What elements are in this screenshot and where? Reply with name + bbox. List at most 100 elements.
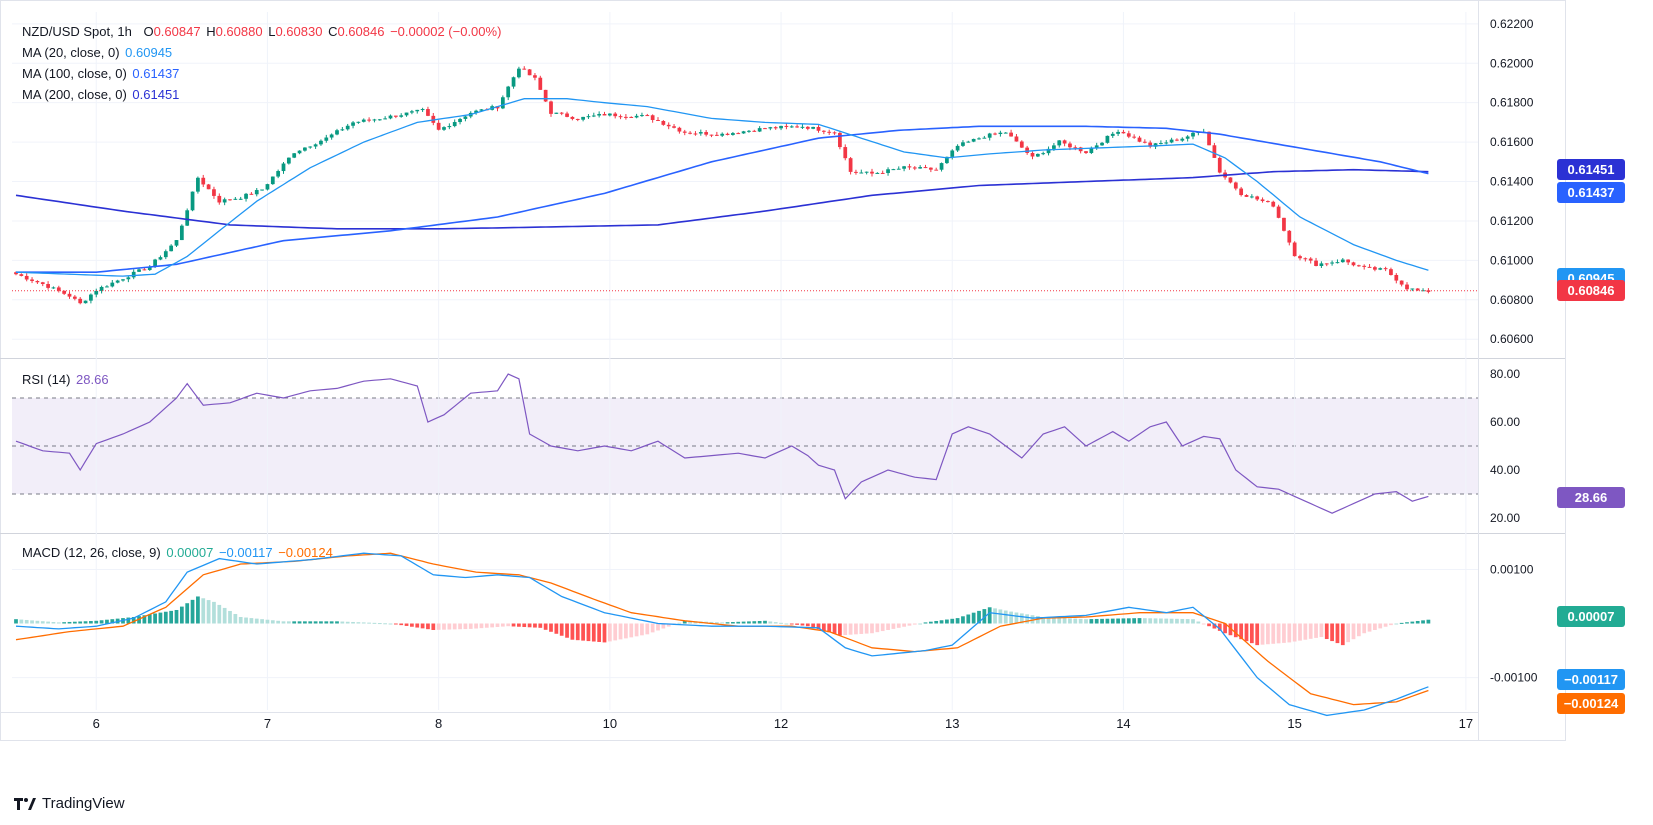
candle-body	[1271, 201, 1276, 207]
macd-legend: MACD (12, 26, close, 9) 0.00007 −0.00117…	[22, 545, 335, 560]
macd-hist-value: 0.00007	[166, 545, 214, 560]
candle-body	[506, 86, 511, 98]
macd-histogram-bar	[517, 623, 521, 627]
macd-histogram-bar	[201, 598, 206, 624]
price-tick-label: 0.62000	[1490, 56, 1534, 70]
macd-histogram-bar	[939, 620, 944, 624]
macd-histogram-bar	[870, 623, 874, 634]
macd-histogram-bar	[249, 618, 254, 624]
macd-histogram-bar	[196, 596, 200, 624]
macd-histogram-bar	[383, 623, 388, 625]
macd-histogram-bar	[602, 623, 607, 643]
macd-histogram-bar	[78, 621, 83, 624]
macd-histogram-bar	[260, 619, 264, 624]
candle-body	[447, 126, 452, 128]
macd-histogram-bar	[1405, 622, 1409, 624]
macd-histogram-bar	[1410, 621, 1415, 624]
candle-body	[1078, 147, 1083, 152]
macd-histogram-bar	[945, 619, 949, 624]
macd-histogram-bar	[645, 623, 650, 635]
macd-histogram-bar	[1223, 623, 1227, 634]
macd-histogram-bar	[442, 623, 446, 630]
macd-histogram-bar	[131, 617, 136, 624]
macd-histogram-bar	[795, 623, 799, 625]
macd-histogram-bar	[838, 623, 842, 636]
candle-body	[1030, 152, 1035, 157]
macd-histogram-bar	[1201, 623, 1206, 625]
macd-histogram-bar	[1239, 623, 1244, 640]
candle-body	[89, 294, 93, 301]
candle-body	[693, 133, 698, 135]
candle-body	[351, 122, 355, 126]
ma200-legend: MA (200, close, 0) 0.61451	[22, 87, 181, 102]
candle-body	[1052, 145, 1056, 149]
macd-histogram-bar	[779, 622, 783, 624]
candle-body	[1041, 153, 1046, 155]
macd-histogram-bar	[388, 623, 393, 625]
macd-signal-line	[15, 552, 1429, 706]
rsi-band	[12, 398, 1478, 494]
macd-histogram-bar	[1228, 623, 1233, 636]
price-tick-label: 0.61400	[1490, 175, 1534, 189]
candle-body	[1169, 139, 1174, 143]
candle-body	[645, 115, 650, 117]
candle-body	[276, 171, 281, 177]
macd-histogram-bar	[351, 621, 355, 624]
macd-histogram-bar	[1164, 618, 1169, 624]
macd-histogram-bar	[950, 618, 955, 624]
candle-body	[570, 116, 575, 119]
macd-histogram-bar	[982, 609, 987, 624]
candle-body	[142, 269, 147, 271]
macd-histogram-bar	[650, 623, 655, 633]
candle-body	[554, 112, 559, 114]
macd-histogram-bar	[549, 623, 553, 632]
macd-histogram-bar	[313, 621, 318, 624]
candle-body	[1212, 145, 1217, 158]
candle-body	[297, 150, 302, 154]
candle-body	[1073, 147, 1078, 149]
macd-histogram-bar	[1303, 623, 1308, 640]
macd-histogram-bar	[891, 623, 896, 629]
macd-histogram-bar	[474, 623, 478, 629]
candle-body	[1121, 131, 1126, 134]
macd-histogram-bar	[1260, 623, 1265, 645]
macd-histogram-bar	[1148, 618, 1153, 624]
macd-histogram-bar	[624, 623, 628, 639]
candle-body	[94, 290, 99, 295]
macd-histogram-bar	[666, 623, 671, 627]
macd-histogram-bar	[971, 612, 976, 624]
candle-body	[1191, 132, 1195, 137]
macd-histogram-bar	[912, 623, 917, 625]
macd-histogram-bar	[1191, 619, 1195, 624]
candle-body	[923, 167, 928, 169]
macd-histogram-bar	[773, 622, 778, 624]
macd-histogram-bar	[270, 620, 275, 624]
ma100-legend: MA (100, close, 0) 0.61437	[22, 66, 181, 81]
macd-histogram-bar	[126, 617, 131, 624]
candle-body	[458, 118, 462, 123]
candle-body	[474, 110, 478, 113]
macd-histogram-bar	[399, 623, 404, 626]
candle-body	[1415, 288, 1420, 291]
macd-histogram-bar	[495, 623, 500, 627]
candle-body	[35, 281, 40, 283]
macd-histogram-bar	[24, 619, 29, 624]
time-tick-label: 12	[774, 716, 788, 731]
candle-body	[163, 251, 168, 258]
tradingview-brand[interactable]: TradingView	[14, 795, 125, 812]
macd-histogram-bar	[308, 621, 313, 624]
macd-histogram-bar	[30, 620, 34, 624]
candle-body	[426, 109, 430, 116]
candle-body	[238, 198, 243, 200]
macd-histogram-bar	[1046, 617, 1051, 624]
candle-body	[966, 141, 971, 143]
macd-histogram-bar	[158, 612, 163, 624]
macd-histogram-bar	[1287, 623, 1292, 643]
macd-histogram-bar	[14, 619, 18, 624]
candle-body	[752, 130, 757, 132]
time-tick-label: 13	[945, 716, 959, 731]
macd-histogram-bar	[447, 623, 452, 630]
candle-body	[179, 225, 184, 241]
macd-histogram-bar	[324, 621, 329, 624]
